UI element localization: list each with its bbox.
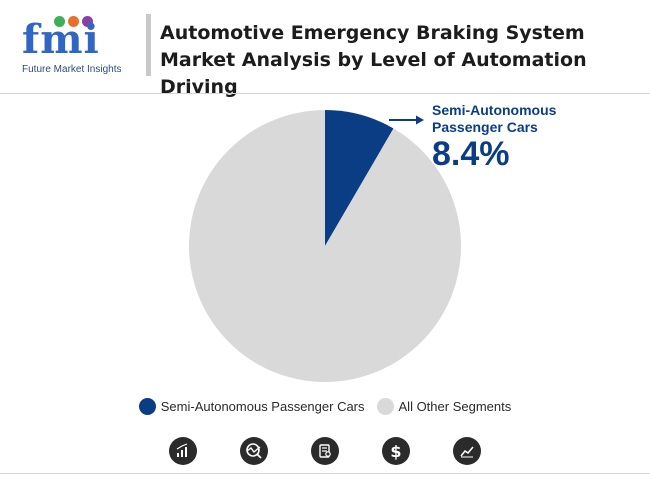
header-divider	[0, 93, 650, 94]
legend-swatch-other	[376, 398, 394, 415]
callout-value: 8.4%	[432, 135, 510, 173]
footer-icon-row: $	[0, 437, 650, 465]
logo-subtitle: Future Market Insights	[22, 64, 122, 75]
pie-slice-all-other[interactable]	[189, 110, 462, 382]
callout-label-line2: Passenger Cars	[432, 119, 538, 135]
line-chart-icon[interactable]	[453, 437, 481, 465]
legend-label-semi-autonomous: Semi-Autonomous Passenger Cars	[160, 399, 365, 414]
page-title: Automotive Emergency Braking System Mark…	[160, 22, 587, 98]
footer-divider	[0, 473, 650, 474]
dollar-icon[interactable]: $	[382, 437, 410, 465]
legend-swatch-semi-autonomous	[138, 398, 156, 415]
logo-dots	[54, 14, 96, 32]
pie-chart	[189, 110, 462, 382]
legend-label-other: All Other Segments	[398, 399, 512, 414]
fmi-logo[interactable]: fmi Future Market Insights	[22, 12, 134, 78]
growth-chart-icon[interactable]	[169, 437, 197, 465]
report-document-icon[interactable]	[311, 437, 339, 465]
header: fmi Future Market Insights Automotive Em…	[0, 0, 650, 98]
logo-letters: fmi	[22, 16, 100, 63]
callout-arrow	[389, 115, 424, 125]
pie-callout: Semi-Autonomous Passenger Cars 8.4%	[432, 102, 556, 172]
legend-item-semi-autonomous[interactable]: Semi-Autonomous Passenger Cars	[138, 398, 365, 415]
trend-analysis-icon[interactable]	[240, 437, 268, 465]
svg-text:$: $	[390, 442, 401, 460]
legend-item-other[interactable]: All Other Segments	[376, 398, 512, 415]
callout-label-line1: Semi-Autonomous	[432, 102, 557, 118]
pie-slice-semi-autonomous[interactable]	[325, 110, 394, 246]
title-accent-bar	[146, 14, 151, 76]
chart-legend: Semi-Autonomous Passenger Cars All Other…	[0, 398, 650, 415]
